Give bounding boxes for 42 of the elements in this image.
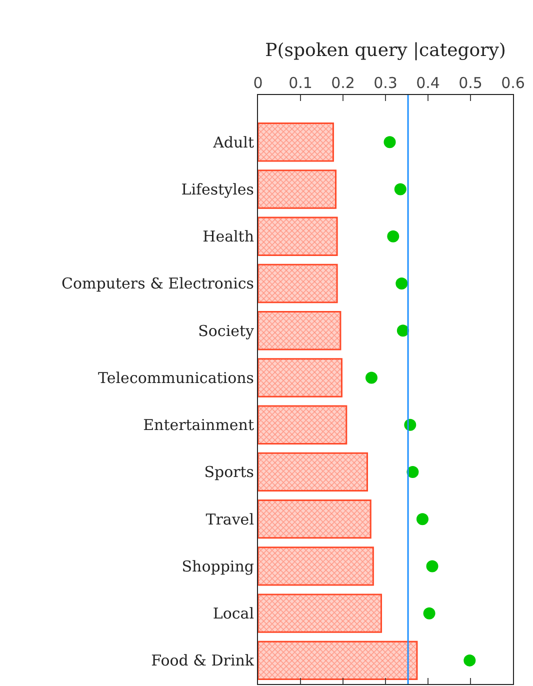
- point: [387, 230, 400, 242]
- y-tick-label: Shopping: [182, 557, 254, 576]
- y-tick-label: Computers & Electronics: [62, 274, 254, 293]
- x-tick-label: 0.1: [288, 74, 312, 92]
- point: [464, 654, 476, 666]
- bar: [258, 499, 372, 539]
- bar: [258, 358, 342, 398]
- bar: [258, 264, 338, 304]
- bar: [258, 594, 382, 633]
- bar: [258, 216, 338, 256]
- x-tick-label: 0.4: [416, 74, 440, 92]
- bar: [258, 546, 374, 586]
- x-tick-label: 0.6: [501, 74, 525, 92]
- y-tick-label: Travel: [206, 510, 254, 528]
- point: [416, 513, 428, 526]
- y-tick-label: Adult: [212, 133, 254, 152]
- y-tick-label: Lifestyles: [181, 180, 254, 198]
- y-tick-label: Entertainment: [143, 416, 254, 434]
- x-axis-title: P(spoken query |category): [265, 40, 506, 62]
- point: [384, 136, 396, 148]
- x-tick-label: 0.3: [374, 74, 398, 92]
- y-tick-label: Health: [202, 228, 254, 246]
- bar: [258, 170, 337, 209]
- bar: [258, 311, 342, 350]
- point: [394, 183, 406, 196]
- x-tick-label: 0: [253, 74, 263, 92]
- point: [365, 372, 378, 384]
- bar: [258, 640, 418, 680]
- y-tick-label: Sports: [204, 463, 254, 482]
- bar: [258, 405, 348, 444]
- x-tick-label: 0.2: [331, 74, 355, 92]
- y-tick-label: Telecommunications: [98, 368, 254, 387]
- bar: [258, 122, 334, 162]
- x-tick-label: 0.5: [458, 74, 482, 92]
- bar: [258, 452, 368, 492]
- y-tick-label: Local: [212, 604, 254, 623]
- point: [426, 560, 438, 572]
- point: [396, 324, 409, 337]
- y-tick-label: Society: [198, 322, 255, 340]
- y-tick-label: Food & Drink: [151, 652, 255, 670]
- point: [423, 607, 436, 620]
- point: [396, 277, 408, 290]
